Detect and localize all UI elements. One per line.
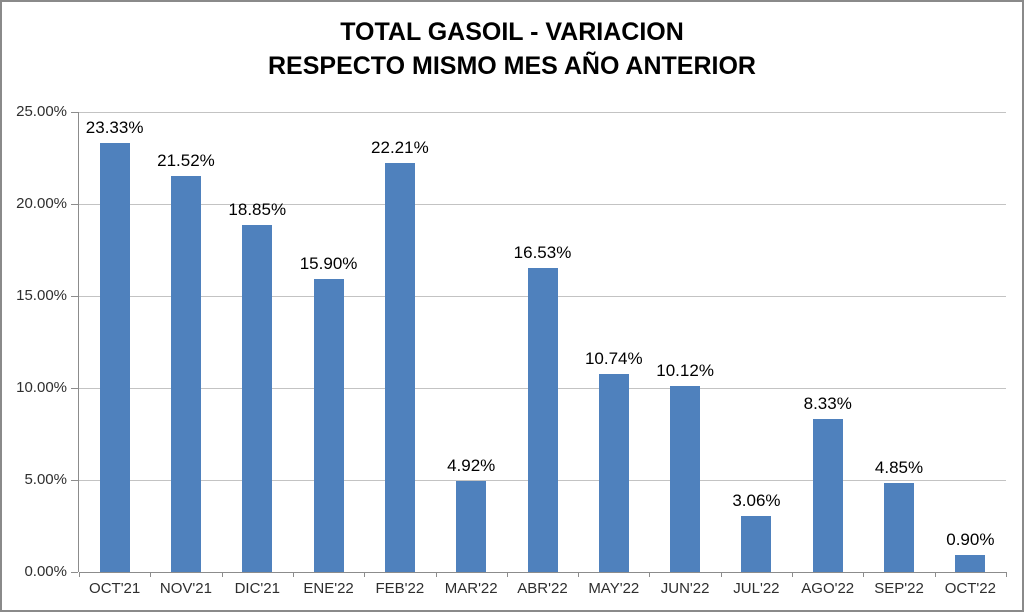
x-axis-label: ABR'22 [517, 580, 568, 597]
x-axis-tick [364, 572, 366, 577]
bar-SEP'22 [884, 482, 915, 572]
y-axis-label: 15.00% [16, 287, 67, 304]
x-axis-tick [435, 572, 437, 577]
bar-value-label: 8.33% [803, 393, 852, 413]
y-axis-tick [71, 572, 78, 573]
x-axis-tick [792, 572, 794, 577]
bar-AGO'22 [812, 418, 843, 572]
bar-value-label: 18.85% [228, 200, 287, 220]
x-axis-label: JUL'22 [733, 580, 780, 597]
x-axis-tick [292, 572, 294, 577]
bar-value-label: 10.12% [656, 360, 714, 380]
x-axis-tick [863, 572, 865, 577]
gridline-25.00% [79, 112, 1006, 113]
bar-value-label: 15.90% [299, 254, 358, 274]
chart-title-line2: RESPECTO MISMO MES AÑO ANTERIOR [267, 52, 756, 80]
x-axis-label: MAY'22 [588, 580, 640, 597]
bar-MAR'22 [456, 481, 487, 572]
bar-MAY'22 [598, 374, 629, 572]
bar-ABR'22 [527, 267, 558, 572]
y-axis-label: 0.00% [24, 563, 67, 580]
x-axis-tick [506, 572, 508, 577]
x-axis-tick [150, 572, 152, 577]
x-axis-tick [79, 572, 80, 577]
y-axis-tick [71, 480, 78, 481]
x-axis-tick [720, 572, 722, 577]
chart-title-line1: TOTAL GASOIL - VARIACION [340, 18, 684, 46]
gridline-20.00% [79, 204, 1006, 205]
bar-FEB'22 [384, 163, 415, 572]
x-axis-label: DIC'21 [234, 580, 280, 597]
y-axis-label: 25.00% [16, 103, 67, 120]
bar-OCT'22 [955, 555, 986, 572]
bar-value-label: 16.53% [513, 242, 572, 262]
bar-value-label: 23.33% [85, 117, 144, 137]
bar-value-label: 0.90% [946, 530, 995, 550]
x-axis-tick [1006, 572, 1007, 577]
x-axis-label: OCT'21 [89, 580, 141, 597]
x-axis-tick [934, 572, 936, 577]
bar-JUN'22 [670, 385, 701, 572]
bar-DIC'21 [242, 225, 273, 572]
bar-NOV'21 [170, 176, 201, 572]
y-axis-label: 20.00% [16, 195, 67, 212]
bar-OCT'21 [99, 142, 130, 572]
x-axis-label: NOV'21 [159, 580, 212, 597]
x-axis-label: MAR'22 [444, 580, 498, 597]
y-axis-label: 10.00% [16, 379, 67, 396]
y-axis-tick [71, 204, 78, 205]
x-axis-tick [221, 572, 223, 577]
bar-value-label: 10.74% [584, 349, 643, 369]
bar-value-label: 21.52% [157, 151, 215, 171]
y-axis-tick [71, 112, 78, 113]
bar-value-label: 4.92% [447, 456, 496, 476]
x-axis-tick [578, 572, 580, 577]
x-axis-label: AGO'22 [801, 580, 855, 597]
bar-value-label: 3.06% [732, 490, 781, 510]
x-axis-label: SEP'22 [874, 580, 924, 597]
x-axis-label: FEB'22 [375, 580, 425, 597]
x-axis-label: OCT'22 [944, 580, 996, 597]
x-axis-line [79, 572, 1006, 573]
y-axis-line [78, 112, 79, 572]
x-axis-label: ENE'22 [303, 580, 354, 597]
plot-area: 0.00% 5.00% 10.00% 15.00% 20.00% 25.00% 23.33%… [16, 103, 1007, 597]
x-axis-label: JUN'22 [660, 580, 710, 597]
bar-ENE'22 [313, 279, 344, 572]
chart-title: TOTAL GASOIL - VARIACION RESPECTO MISMO … [2, 15, 1022, 83]
bar-value-label: 4.85% [874, 457, 924, 477]
y-axis-tick [71, 296, 78, 297]
bar-value-label: 22.21% [371, 138, 429, 158]
y-axis-label: 5.00% [24, 471, 67, 488]
bar-JUL'22 [741, 515, 772, 572]
x-axis-tick [649, 572, 651, 577]
y-axis-tick [71, 388, 78, 389]
